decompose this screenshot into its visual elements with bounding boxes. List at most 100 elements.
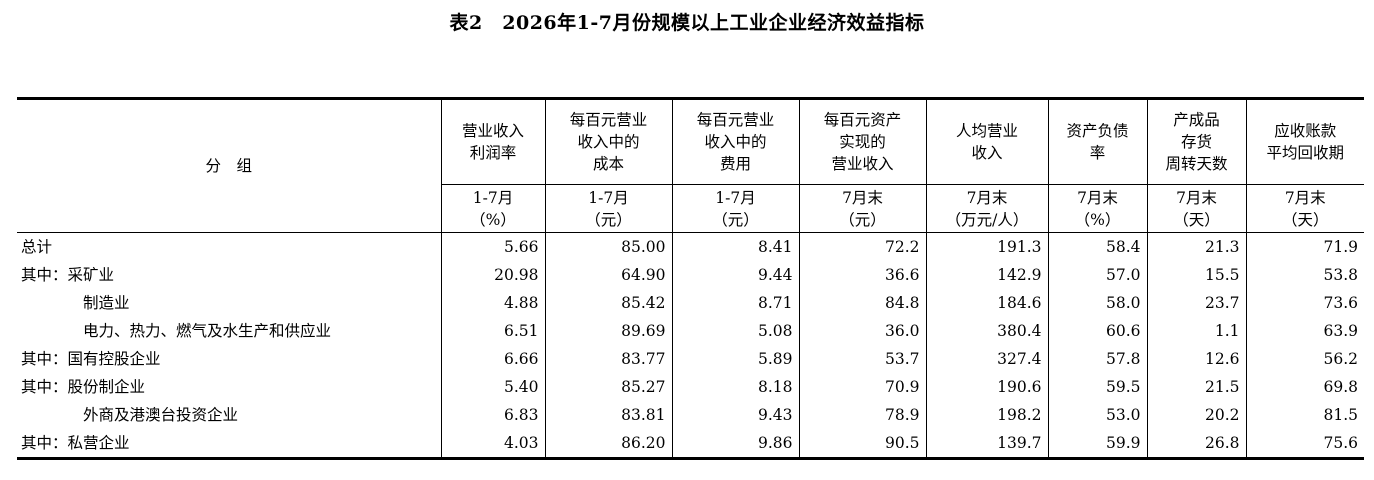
row-name: 采矿业 — [67, 266, 115, 284]
column-header-line: 存货 — [1180, 133, 1212, 151]
indicators-table: 分 组 营业收入 利润率 每百元营业 收入中的 成本 每百元营业 收入中的 费用 每百元资产 实现… — [17, 97, 1364, 460]
cell-value: 1.1 — [1146, 317, 1246, 345]
column-header-7: 产成品 存货 周转天数 — [1146, 97, 1246, 185]
column-unit: （万元/人） — [945, 210, 1029, 229]
table-row: 其中：国有控股企业 6.66 83.77 5.89 53.7 327.4 57.8 12.6 5… — [17, 345, 1364, 373]
cell-value: 58.0 — [1047, 289, 1147, 317]
row-label: 其中：股份制企业 — [17, 373, 441, 401]
cell-value: 64.90 — [544, 261, 672, 289]
row-name: 股份制企业 — [67, 378, 146, 396]
column-unit: （天） — [1173, 210, 1220, 229]
cell-value: 20.98 — [440, 261, 545, 289]
header-row-names: 分 组 营业收入 利润率 每百元营业 收入中的 成本 每百元营业 收入中的 费用 每百元资产 实现… — [17, 97, 1364, 233]
column-unit: （元） — [839, 210, 886, 229]
cell-value: 57.8 — [1047, 345, 1147, 373]
cell-value: 12.6 — [1146, 345, 1246, 373]
column-unit-6: 7月末 （%） — [1047, 184, 1147, 233]
table-header: 分 组 营业收入 利润率 每百元营业 收入中的 成本 每百元营业 收入中的 费用 每百元资产 实现… — [17, 97, 1364, 233]
column-header-1: 营业收入 利润率 — [440, 97, 545, 185]
column-header-line: 收入 — [971, 144, 1003, 162]
column-header-line: 营业收入 — [831, 155, 894, 173]
row-prefix: 其中： — [21, 434, 68, 452]
cell-value: 72.2 — [798, 232, 926, 261]
column-period: 7月末 — [842, 188, 883, 207]
table-row: 总计 5.66 85.00 8.41 72.2 191.3 58.4 21.3 71.9 — [17, 232, 1364, 261]
cell-value: 57.0 — [1047, 261, 1147, 289]
column-unit-4: 7月末 （元） — [798, 184, 926, 233]
table-row: 外商及港澳台投资企业 6.83 83.81 9.43 78.9 198.2 53.0 20.2… — [17, 401, 1364, 429]
column-unit-5: 7月末 （万元/人） — [925, 184, 1048, 233]
row-label: 其中：国有控股企业 — [17, 345, 441, 373]
cell-value: 85.00 — [544, 232, 672, 261]
column-period: 7月末 — [1176, 188, 1217, 207]
column-header-6: 资产负债率 — [1047, 97, 1147, 185]
column-unit: （元） — [585, 210, 632, 229]
table-row: 电力、热力、燃气及水生产和供应业 6.51 89.69 5.08 36.0 380.4 60… — [17, 317, 1364, 345]
column-header-line: 周转天数 — [1165, 155, 1228, 173]
column-header-3: 每百元营业收入中的费用 — [671, 97, 799, 185]
cell-value: 84.8 — [798, 289, 926, 317]
column-header-line: 实现的 — [839, 133, 886, 151]
column-header-line: 每百元营业 — [696, 111, 775, 129]
cell-value: 56.2 — [1245, 345, 1364, 373]
column-period: 1-7月 — [588, 188, 629, 207]
cell-value: 85.27 — [544, 373, 672, 401]
row-name: 电力、热力、燃气及水生产和供应业 — [83, 322, 332, 340]
cell-value: 21.3 — [1146, 232, 1246, 261]
column-unit-7: 7月末 （天） — [1146, 184, 1246, 233]
column-period: 1-7月 — [715, 188, 756, 207]
table-row: 其中：股份制企业 5.40 85.27 8.18 70.9 190.6 59.5 21.5 69… — [17, 373, 1364, 401]
cell-value: 4.88 — [440, 289, 545, 317]
row-label: 其中：私营企业 — [17, 429, 441, 460]
cell-value: 21.5 — [1146, 373, 1246, 401]
column-unit-3: 1-7月 （元） — [671, 184, 799, 233]
cell-value: 69.8 — [1245, 373, 1364, 401]
cell-value: 327.4 — [925, 345, 1048, 373]
cell-value: 73.6 — [1245, 289, 1364, 317]
cell-value: 53.8 — [1245, 261, 1364, 289]
column-header-line: 收入中的 — [704, 133, 767, 151]
cell-value: 8.41 — [671, 232, 799, 261]
column-header-line: 费用 — [719, 155, 751, 173]
cell-value: 86.20 — [544, 429, 672, 460]
cell-value: 15.5 — [1146, 261, 1246, 289]
row-prefix: 其中： — [21, 266, 68, 284]
row-name: 私营企业 — [67, 434, 130, 452]
column-unit-1: 1-7月 （%） — [440, 184, 545, 233]
column-header-line: 资产负债 — [1066, 122, 1129, 140]
column-header-line: 人均营业 — [955, 122, 1018, 140]
cell-value: 53.7 — [798, 345, 926, 373]
column-header-line: 收入中的 — [577, 133, 640, 151]
cell-value: 36.0 — [798, 317, 926, 345]
cell-value: 8.18 — [671, 373, 799, 401]
table-row: 制造业 4.88 85.42 8.71 84.8 184.6 58.0 23.7 73.6 — [17, 289, 1364, 317]
column-unit: （%） — [1074, 210, 1121, 229]
column-header-2: 每百元营业 收入中的 成本 — [544, 97, 672, 185]
column-header-line: 平均回收期 — [1266, 144, 1344, 162]
row-prefix: 总计 — [21, 238, 53, 256]
cell-value: 23.7 — [1146, 289, 1246, 317]
header-row-units: 1-7月 （%） 1-7月 （元） 1-7月 （元） 7月末 （元） 7月末 （万元/人） 7月末 （… — [17, 184, 1364, 233]
cell-value: 70.9 — [798, 373, 926, 401]
column-unit: （天） — [1281, 210, 1329, 229]
cell-value: 20.2 — [1146, 401, 1246, 429]
column-header-line: 产成品 — [1173, 111, 1220, 129]
row-name: 制造业 — [83, 294, 130, 312]
cell-value: 4.03 — [440, 429, 545, 460]
column-header-line: 成本 — [592, 155, 624, 173]
column-header-5: 人均营业 收入 — [925, 97, 1048, 185]
cell-value: 6.51 — [440, 317, 545, 345]
row-prefix: 其中： — [21, 350, 68, 368]
row-label: 外商及港澳台投资企业 — [17, 401, 441, 429]
cell-value: 59.5 — [1047, 373, 1147, 401]
column-period: 7月末 — [1077, 188, 1118, 207]
cell-value: 9.44 — [671, 261, 799, 289]
row-prefix: 其中： — [21, 378, 68, 396]
cell-value: 90.5 — [798, 429, 926, 460]
cell-value: 89.69 — [544, 317, 672, 345]
row-label: 其中：采矿业 — [17, 261, 441, 289]
row-label: 制造业 — [17, 289, 441, 317]
cell-value: 83.77 — [544, 345, 672, 373]
cell-value: 184.6 — [925, 289, 1048, 317]
cell-value: 5.08 — [671, 317, 799, 345]
